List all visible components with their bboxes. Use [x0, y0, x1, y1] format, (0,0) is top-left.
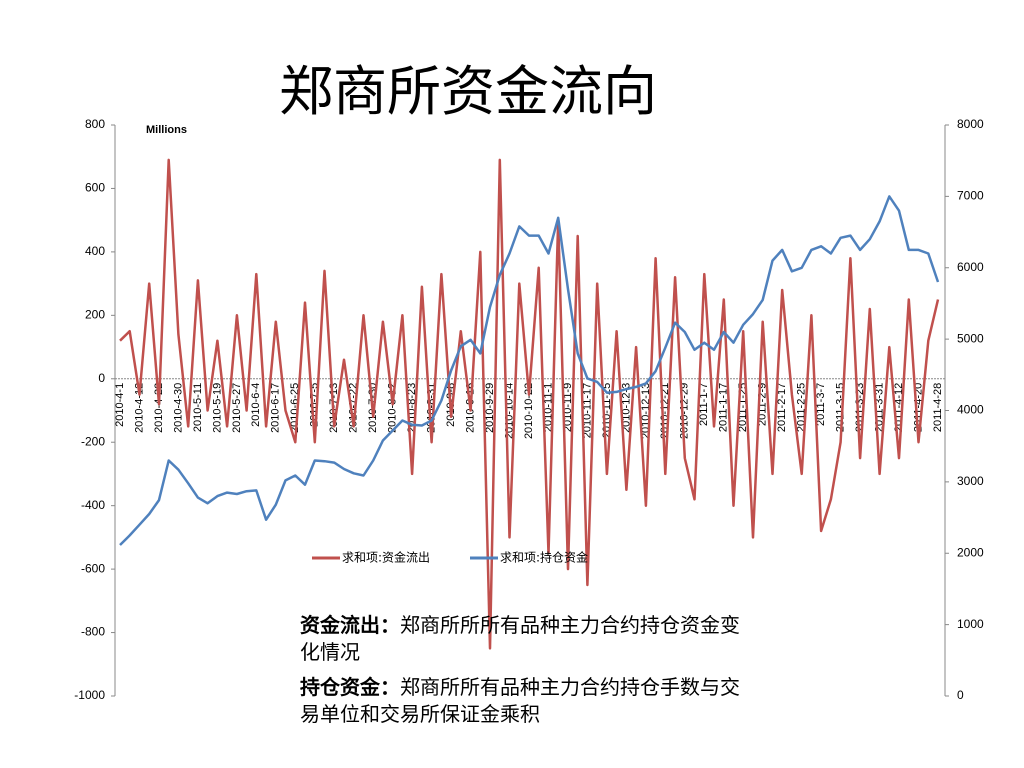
x-tick-label: 2010-9-29: [484, 383, 496, 433]
x-tick-label: 2011-1-7: [698, 383, 710, 426]
y2-tick-label: 4000: [957, 403, 984, 417]
x-tick-label: 2010-10-22: [523, 383, 535, 439]
note-term: 持仓资金：: [300, 675, 400, 699]
x-tick-label: 2010-4-22: [153, 383, 165, 433]
series-line: [119, 158, 940, 650]
x-tick-label: 2011-2-17: [776, 383, 788, 432]
x-tick-label: 2011-3-7: [815, 383, 827, 426]
y2-tick-label: 6000: [957, 260, 984, 274]
x-tick-label: 2010-6-4: [250, 383, 262, 427]
y-tick-label: 200: [85, 308, 105, 322]
y-tick-label: -400: [81, 498, 105, 512]
y-tick-label: -1000: [74, 688, 105, 702]
y2-tick-label: 3000: [957, 474, 984, 488]
y2-tick-label: 0: [957, 688, 964, 702]
y-tick-label: -800: [81, 625, 105, 639]
x-tick-label: 2011-1-17: [718, 383, 730, 432]
x-tick-label: 2010-8-12: [387, 383, 399, 433]
y2-tick-label: 2000: [957, 545, 984, 559]
y-tick-label: 400: [85, 244, 105, 258]
y2-tick-label: 1000: [957, 617, 984, 631]
y-tick-label: 0: [98, 371, 105, 385]
y-tick-label: -200: [81, 434, 105, 448]
note-term: 资金流出：: [300, 613, 400, 637]
y-tick-label: 600: [85, 181, 105, 195]
y2-tick-label: 5000: [957, 331, 984, 345]
y-tick-label: 800: [85, 117, 105, 131]
unit-annotation: Millions: [146, 124, 187, 136]
x-tick-label: 2010-5-11: [192, 383, 204, 432]
x-tick-label: 2010-4-1: [114, 383, 126, 427]
note-text: 郑商所所所有品种主力合约持仓资金变化情况: [300, 613, 740, 664]
x-tick-label: 2010-5-19: [211, 383, 223, 433]
legend-label: 求和项:持仓资金: [500, 550, 588, 565]
x-tick-label: 2011-4-28: [932, 383, 944, 432]
y2-tick-label: 8000: [957, 117, 984, 131]
y-tick-label: -600: [81, 561, 105, 575]
x-tick-label: 2010-5-27: [231, 383, 243, 433]
x-tick-label: 2010-4-30: [172, 383, 184, 433]
x-tick-label: 2010-6-17: [270, 383, 282, 433]
y2-tick-label: 7000: [957, 189, 984, 203]
x-tick-label: 2010-11-17: [581, 383, 593, 438]
x-tick-label: 2010-4-12: [133, 383, 145, 433]
legend-label: 求和项:资金流出: [342, 550, 430, 565]
note: 资金流出：郑商所所所有品种主力合约持仓资金变化情况: [300, 612, 750, 666]
chart-title: 郑商所资金流向: [279, 60, 657, 123]
note-text: 郑商所所有品种主力合约持仓手数与交易单位和交易所保证金乘积: [300, 675, 740, 726]
note: 持仓资金：郑商所所有品种主力合约持仓手数与交易单位和交易所保证金乘积: [300, 674, 750, 728]
series-line: [119, 195, 940, 546]
